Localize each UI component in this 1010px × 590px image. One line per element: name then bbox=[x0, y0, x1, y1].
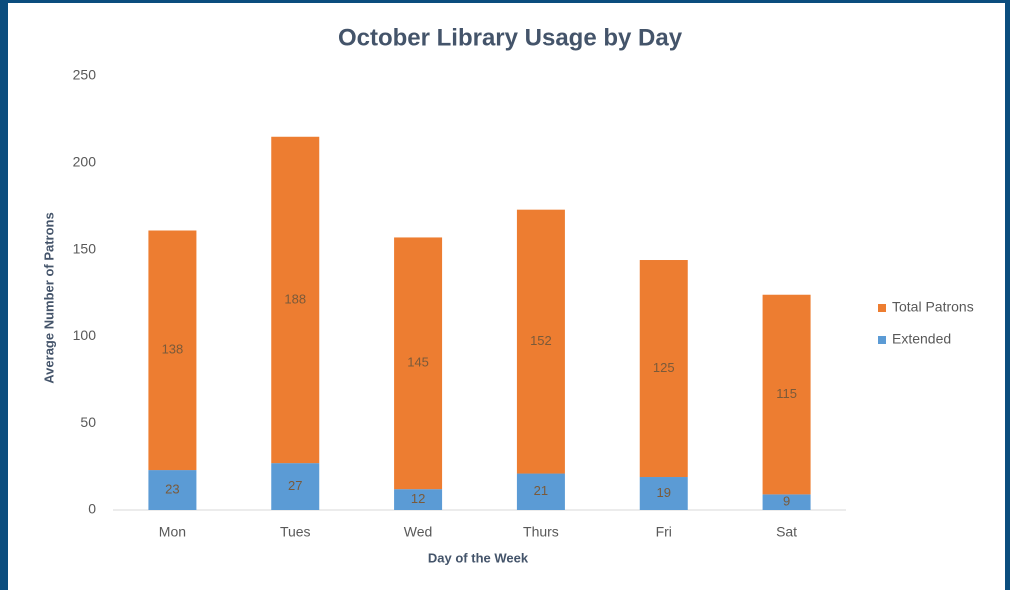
data-label: 125 bbox=[653, 360, 675, 375]
x-tick-label: Tues bbox=[280, 524, 311, 540]
bar-segment bbox=[516, 473, 565, 510]
data-label: 138 bbox=[162, 342, 184, 357]
chart-frame: October Library Usage by Day Day of the … bbox=[8, 3, 1005, 590]
legend-label: Total Patrons bbox=[892, 299, 974, 315]
y-tick-label: 150 bbox=[73, 240, 97, 256]
data-label: 23 bbox=[165, 481, 179, 496]
y-axis-title: Average Number of Patrons bbox=[41, 212, 56, 383]
bar-segment bbox=[148, 230, 197, 471]
bar-segment bbox=[394, 489, 443, 510]
y-tick-label: 200 bbox=[73, 154, 97, 170]
bar-segment bbox=[394, 237, 443, 490]
chart-title: October Library Usage by Day bbox=[338, 24, 683, 51]
x-tick-label: Thurs bbox=[523, 524, 559, 540]
x-tick-label: Fri bbox=[656, 524, 672, 540]
data-label: 12 bbox=[411, 491, 425, 506]
data-label: 9 bbox=[783, 494, 790, 509]
chart: October Library Usage by Day Day of the … bbox=[41, 24, 974, 565]
bar-segment bbox=[762, 494, 811, 510]
bar-segment bbox=[271, 463, 320, 510]
y-tick-label: 100 bbox=[73, 327, 97, 343]
x-tick-label: Mon bbox=[159, 524, 186, 540]
bar-segment bbox=[271, 136, 320, 464]
legend-swatch bbox=[878, 336, 886, 344]
data-label: 188 bbox=[284, 291, 306, 306]
data-label: 115 bbox=[776, 386, 797, 401]
legend-label: Extended bbox=[892, 331, 951, 347]
y-tick-label: 0 bbox=[88, 501, 96, 517]
y-tick-label: 250 bbox=[73, 67, 97, 83]
x-axis-title: Day of the Week bbox=[428, 550, 529, 565]
x-tick-label: Sat bbox=[776, 524, 797, 540]
bar-segment bbox=[762, 294, 811, 495]
x-tick-label: Wed bbox=[404, 524, 433, 540]
data-label: 145 bbox=[407, 355, 429, 370]
bar-segment bbox=[639, 477, 688, 510]
bar-segment bbox=[639, 260, 688, 478]
data-label: 21 bbox=[534, 483, 548, 498]
data-label: 27 bbox=[288, 478, 302, 493]
data-label: 19 bbox=[657, 485, 671, 500]
data-label: 152 bbox=[530, 333, 552, 348]
bar-segment bbox=[148, 470, 197, 510]
bar-segment bbox=[516, 209, 565, 474]
legend-swatch bbox=[878, 304, 886, 312]
y-tick-label: 50 bbox=[80, 414, 96, 430]
